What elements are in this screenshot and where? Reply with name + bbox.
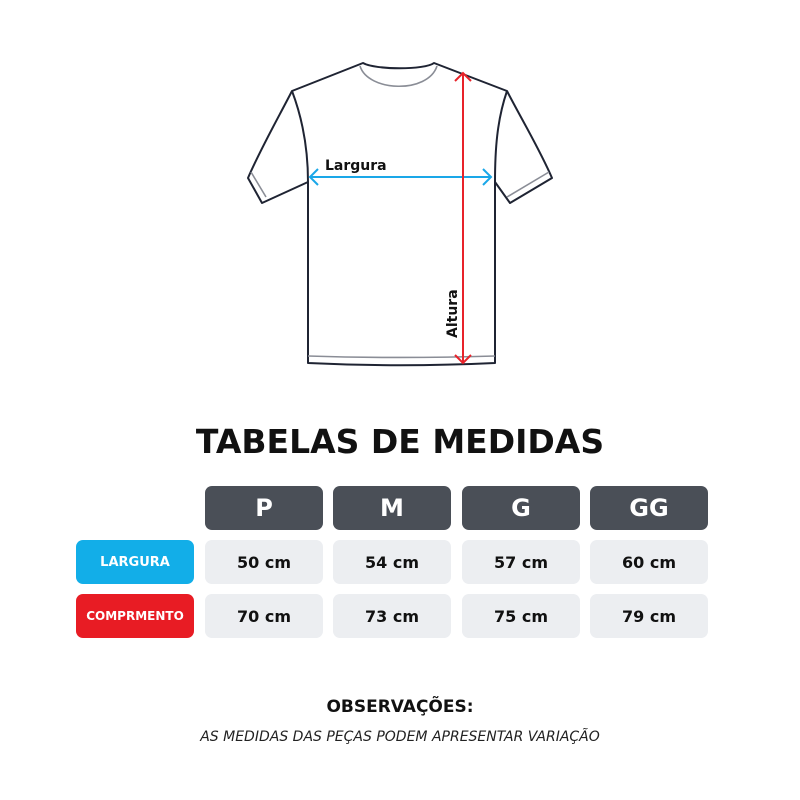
width-arrow bbox=[308, 168, 493, 186]
tshirt-diagram: Largura Altura bbox=[247, 62, 553, 367]
hem-rib bbox=[307, 355, 496, 359]
height-arrow bbox=[454, 71, 472, 365]
row-label-largura: LARGURA bbox=[76, 540, 194, 584]
size-header-p: P bbox=[205, 486, 323, 530]
table-cell: 75 cm bbox=[462, 594, 580, 638]
shirt-outline bbox=[247, 62, 553, 367]
table-cell: 57 cm bbox=[462, 540, 580, 584]
height-label: Altura bbox=[445, 289, 461, 338]
size-header-g: G bbox=[462, 486, 580, 530]
notes-text: AS MEDIDAS DAS PEÇAS PODEM APRESENTAR VA… bbox=[200, 729, 600, 745]
right-armhole bbox=[494, 90, 508, 183]
collar-rib bbox=[359, 65, 438, 87]
table-cell: 54 cm bbox=[333, 540, 451, 584]
row-label-comprimento: COMPRMENTO bbox=[76, 594, 194, 638]
right-cuff-rib bbox=[506, 171, 550, 198]
table-cell: 70 cm bbox=[205, 594, 323, 638]
table-cell: 79 cm bbox=[590, 594, 708, 638]
table-cell: 50 cm bbox=[205, 540, 323, 584]
left-cuff-rib bbox=[250, 171, 267, 198]
size-header-m: M bbox=[333, 486, 451, 530]
notes-heading: OBSERVAÇÕES: bbox=[326, 697, 474, 717]
left-armhole bbox=[291, 90, 309, 183]
table-cell: 73 cm bbox=[333, 594, 451, 638]
page-title: TABELAS DE MEDIDAS bbox=[195, 422, 605, 461]
width-label: Largura bbox=[325, 158, 387, 174]
size-header-gg: GG bbox=[590, 486, 708, 530]
table-cell: 60 cm bbox=[590, 540, 708, 584]
